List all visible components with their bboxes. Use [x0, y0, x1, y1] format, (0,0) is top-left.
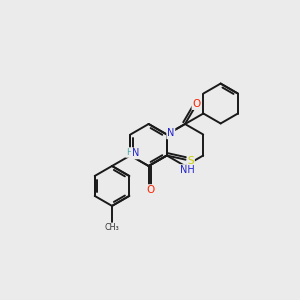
Text: O: O — [192, 99, 201, 109]
Text: H: H — [126, 148, 133, 157]
Text: S: S — [188, 156, 194, 166]
Text: N: N — [167, 128, 175, 139]
Text: N: N — [132, 148, 139, 158]
Text: CH₃: CH₃ — [105, 223, 119, 232]
Text: NH: NH — [180, 165, 194, 175]
Text: O: O — [146, 185, 155, 195]
